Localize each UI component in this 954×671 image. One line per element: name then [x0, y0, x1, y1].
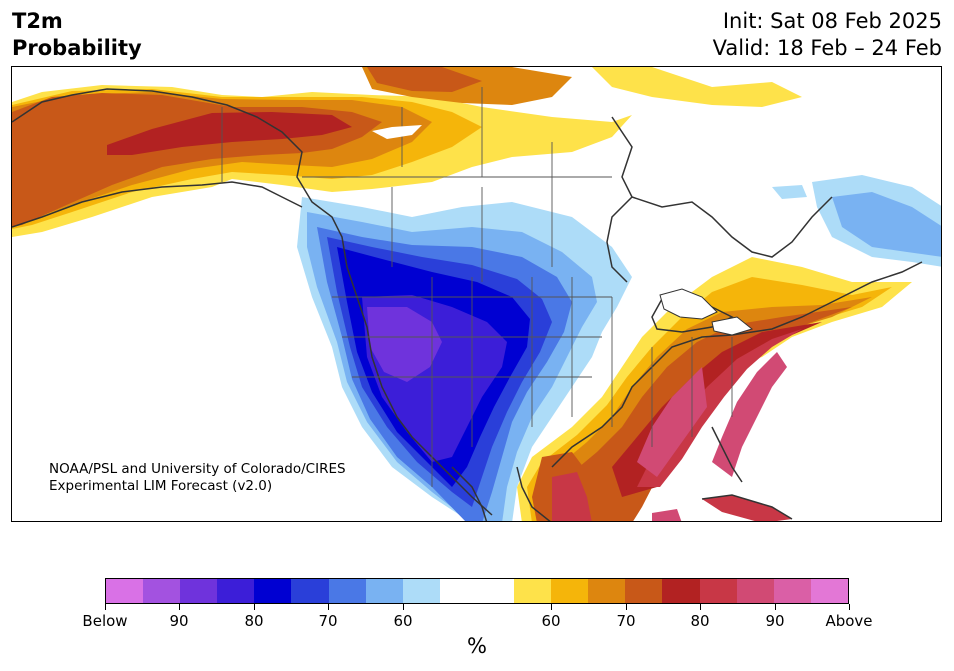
colorbar-swatch	[328, 579, 366, 603]
colorbar-swatch	[106, 579, 144, 603]
warm-region-southeast-90	[637, 352, 787, 477]
valid-period: Valid: 18 Feb – 24 Feb	[712, 36, 942, 60]
colorbar-tick	[849, 604, 850, 610]
colorbar-swatch	[143, 579, 181, 603]
great-lakes	[659, 288, 754, 336]
colorbar-tick-label: 80	[690, 612, 710, 630]
colorbar-tick	[551, 604, 552, 610]
hudson-bay-patch	[372, 125, 422, 139]
credit-line-2: Experimental LIM Forecast (v2.0)	[49, 478, 273, 494]
forecast-map	[11, 66, 942, 522]
colorbar-tick-label: 70	[318, 612, 338, 630]
colorbar-swatch	[439, 579, 477, 603]
forecast-dates: Init: Sat 08 Feb 2025 Valid: 18 Feb – 24…	[713, 8, 942, 62]
warm-region-arctic-south	[367, 67, 482, 92]
colorbar-tick	[775, 604, 776, 610]
warm-region-east-85	[637, 329, 802, 487]
colorbar-tick	[254, 604, 255, 610]
colorbar-tick-label: Above	[825, 612, 873, 630]
probability-map-svg	[12, 67, 941, 521]
colorbar-tick	[328, 604, 329, 610]
colorbar-tick-label: 70	[616, 612, 636, 630]
colorbar-swatch	[736, 579, 774, 603]
colorbar-unit: %	[467, 634, 487, 658]
colorbar-tick-label: 60	[541, 612, 561, 630]
warm-region-cuba	[702, 495, 792, 521]
cold-region-labrador-blob	[772, 185, 807, 199]
probability-colorbar	[105, 578, 849, 604]
colorbar-tick-label: 90	[169, 612, 189, 630]
colorbar-swatch	[588, 579, 626, 603]
colorbar-swatch	[365, 579, 403, 603]
map-title: T2m Probability	[12, 8, 142, 62]
warm-region-greenland	[592, 67, 802, 107]
colorbar-swatch	[810, 579, 848, 603]
init-date: Init: Sat 08 Feb 2025	[722, 9, 942, 33]
colorbar-tick-label: 90	[765, 612, 785, 630]
colorbar-swatch	[402, 579, 440, 603]
colorbar-swatch	[476, 579, 515, 603]
colorbar-swatch	[291, 579, 329, 603]
colorbar-tick-label: 80	[244, 612, 264, 630]
warm-region-alaska-85	[107, 112, 352, 155]
colorbar-swatch	[514, 579, 552, 603]
colorbar-tick	[403, 604, 404, 610]
colorbar-swatch	[254, 579, 292, 603]
colorbar-swatch	[551, 579, 589, 603]
colorbar-swatch	[180, 579, 218, 603]
colorbar-tick	[700, 604, 701, 610]
colorbar-swatch	[625, 579, 663, 603]
colorbar-tick-label: Below	[82, 612, 128, 630]
colorbar-tick	[105, 604, 106, 610]
credit-line-1: NOAA/PSL and University of Colorado/CIRE…	[49, 461, 346, 477]
colorbar-tick	[179, 604, 180, 610]
colorbar-swatch	[773, 579, 811, 603]
colorbar-tick	[626, 604, 627, 610]
warm-region-mexico-85	[552, 472, 592, 521]
cold-region-west-85	[367, 307, 442, 382]
colorbar-swatch	[699, 579, 737, 603]
warm-region-caribbean	[652, 509, 682, 521]
title-variable: T2m	[12, 9, 63, 33]
title-product: Probability	[12, 36, 142, 60]
colorbar-swatch	[662, 579, 700, 603]
colorbar-swatch	[217, 579, 255, 603]
cold-region-northeast-65	[832, 192, 941, 257]
credit-text: NOAA/PSL and University of Colorado/CIRE…	[49, 461, 346, 495]
political-boundaries	[221, 87, 733, 487]
colorbar-tick-label: 60	[393, 612, 413, 630]
